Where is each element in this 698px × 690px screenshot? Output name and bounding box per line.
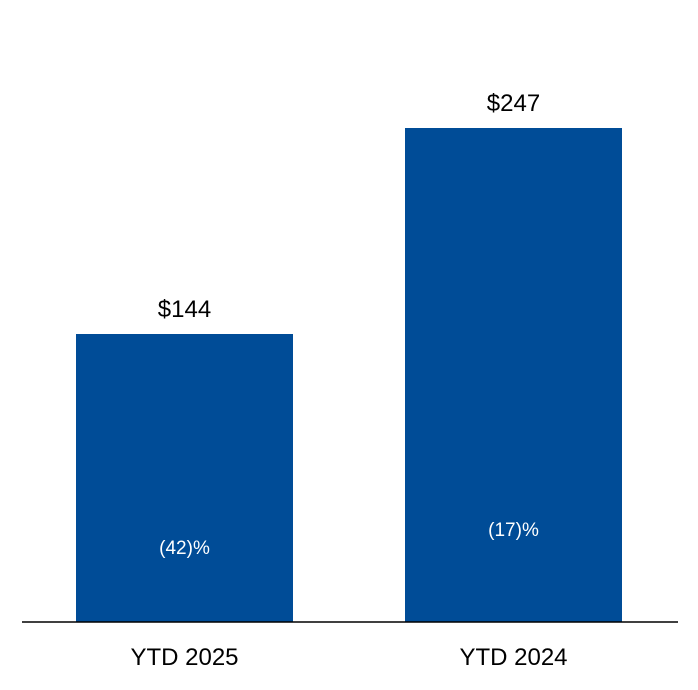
- labels-layer: $144 (42)% YTD 2025 $247 (17)% YTD 2024: [130, 90, 567, 671]
- bar-value-label: $144: [158, 296, 211, 323]
- bar-change-label: (42)%: [159, 538, 210, 559]
- category-label: YTD 2025: [130, 644, 238, 671]
- bar-ytd-2024: [405, 128, 622, 622]
- bar-value-label: $247: [487, 90, 540, 117]
- bar-ytd-2025: [76, 334, 293, 622]
- bars-layer: [76, 128, 622, 622]
- bar-change-label: (17)%: [488, 520, 539, 541]
- category-label: YTD 2024: [459, 644, 567, 671]
